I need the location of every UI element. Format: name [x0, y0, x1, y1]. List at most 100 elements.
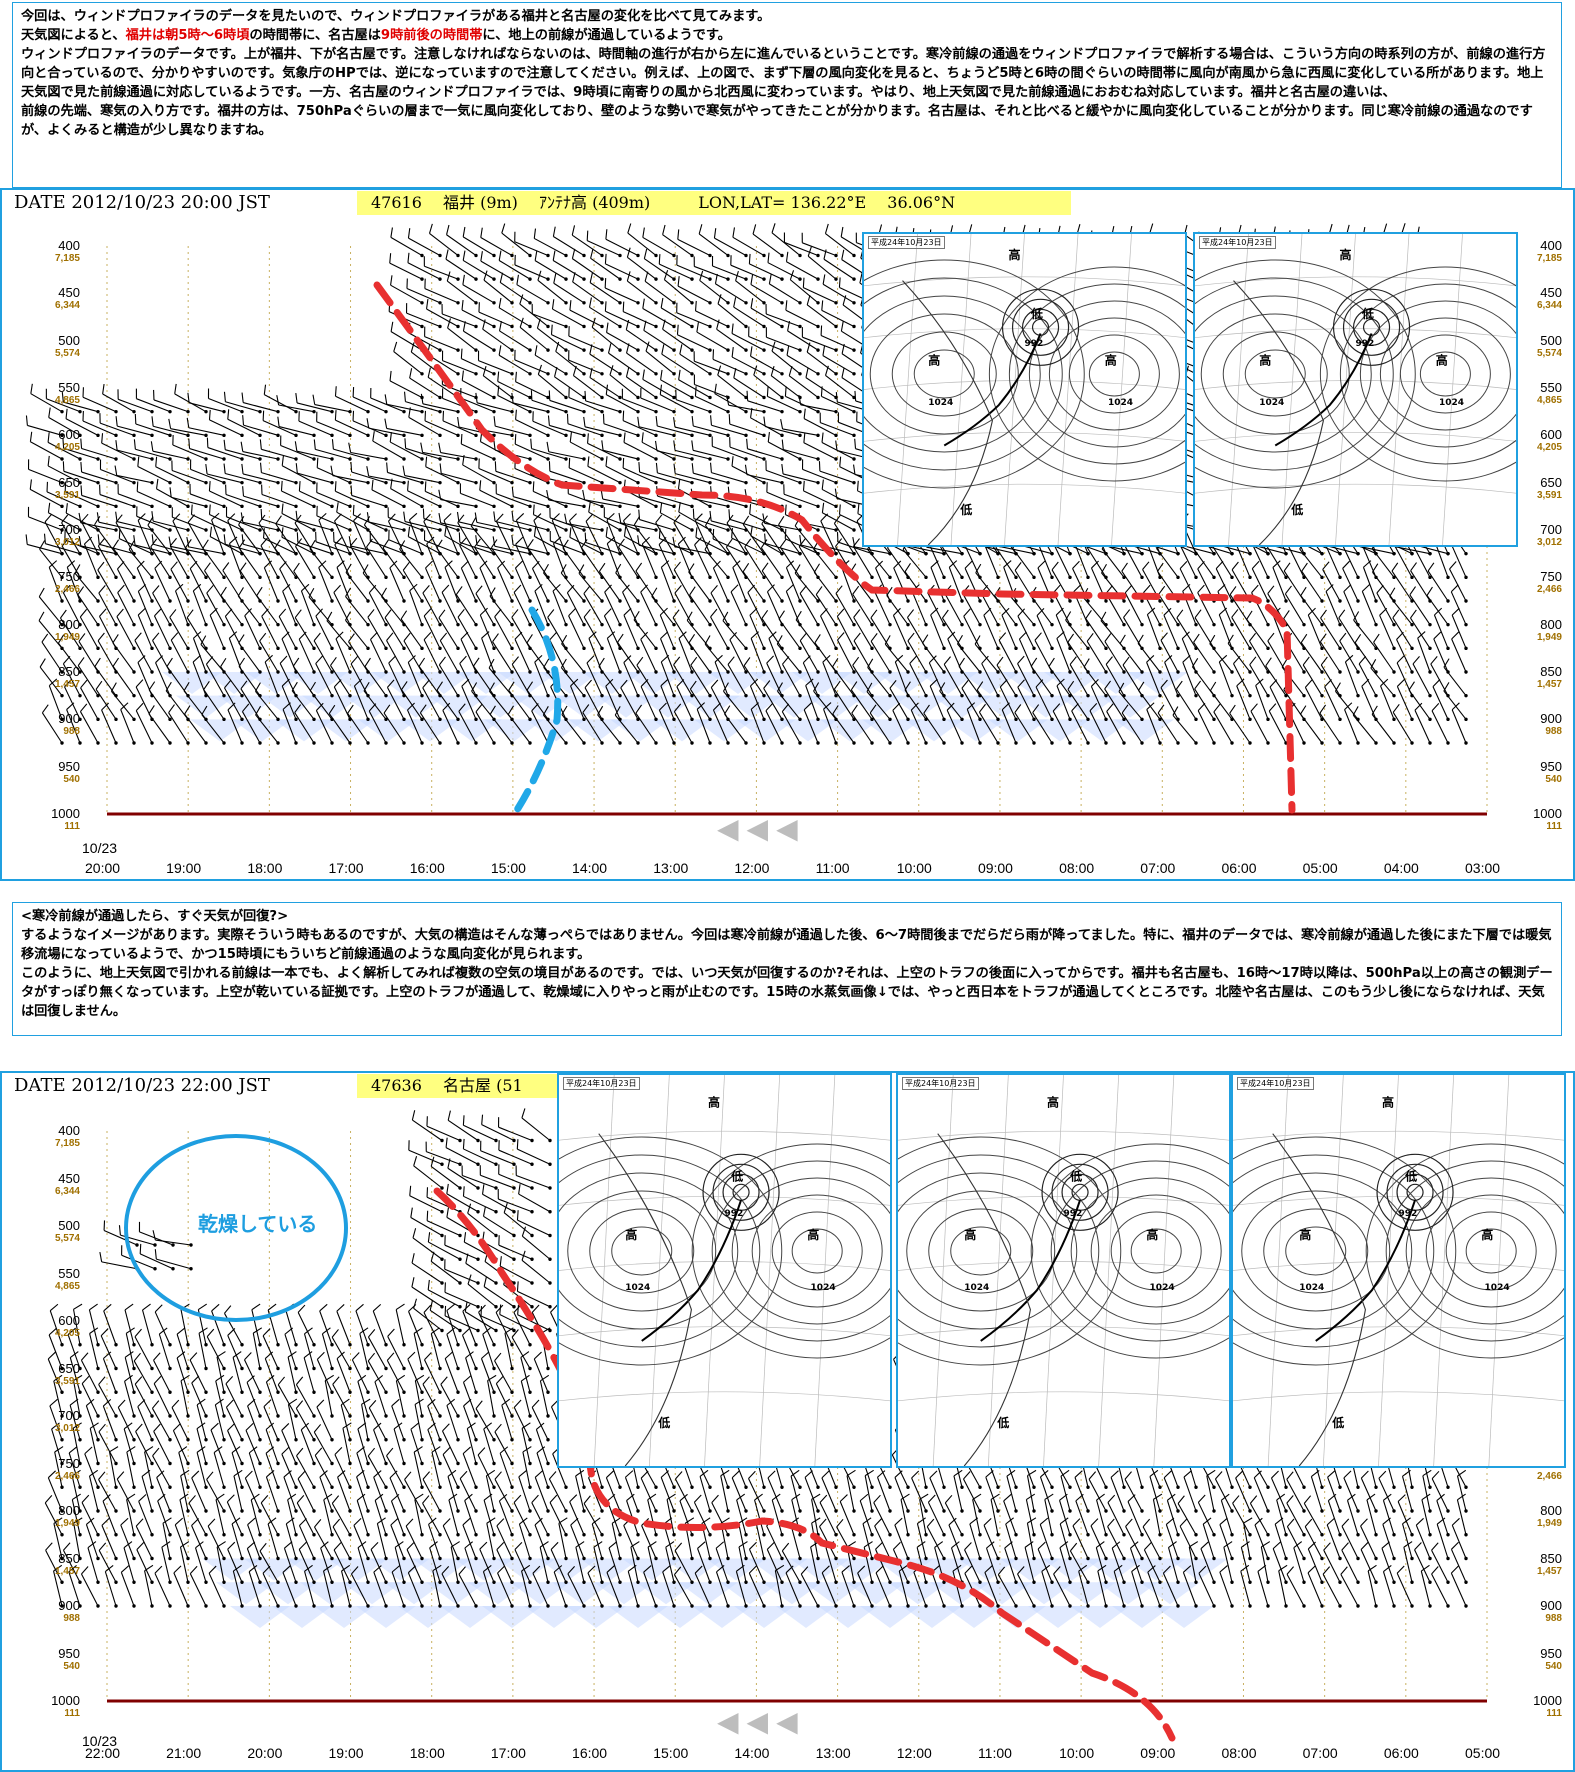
- wind-barb-feather: [852, 585, 860, 595]
- wind-barb-feather: [637, 535, 640, 546]
- wind-barb-dot: [312, 528, 316, 532]
- wind-barb: [429, 233, 459, 256]
- wind-barb-dot: [1410, 622, 1414, 627]
- wind-barb: [409, 590, 423, 625]
- wind-barb-feather: [187, 392, 190, 403]
- wind-barb-dot: [1356, 599, 1360, 603]
- wind-barb: [822, 355, 855, 375]
- wind-barb-dot: [1122, 670, 1126, 674]
- wind-barb-dot: [456, 693, 460, 698]
- wind-barb: [499, 282, 531, 304]
- wind-barb-feather: [802, 655, 811, 664]
- wind-barb: [243, 402, 279, 413]
- wind-barb-feather: [1426, 586, 1433, 596]
- wind-barb: [188, 546, 225, 555]
- wind-barb-dot: [1338, 717, 1342, 722]
- wind-barb-dot: [240, 480, 244, 485]
- wind-barb: [1101, 548, 1125, 578]
- wind-barb-feather: [678, 369, 681, 380]
- wind-barb-dot: [816, 348, 820, 352]
- data-quality-shade: [568, 719, 628, 742]
- wind-barb: [533, 514, 567, 531]
- wind-barb-dot: [1104, 599, 1108, 603]
- wind-barb-dot: [1122, 551, 1126, 556]
- wind-barb-feather: [761, 609, 769, 619]
- wind-barb-feather: [438, 513, 442, 524]
- wind-barb-dot: [420, 504, 424, 509]
- wind-barb: [372, 440, 405, 460]
- wind-barb: [622, 467, 657, 484]
- wind-barb-dot: [294, 717, 298, 722]
- wind-barb-dot: [384, 646, 388, 651]
- wind-barb-feather: [461, 299, 464, 311]
- wind-barb: [712, 265, 747, 280]
- wind-barb-dot: [186, 409, 190, 414]
- wind-barb-feather: [642, 227, 645, 238]
- wind-barb-feather: [276, 395, 280, 406]
- wind-barb-feather: [334, 513, 342, 522]
- wind-barb-feather: [409, 368, 413, 379]
- wind-barb-dot: [204, 433, 208, 438]
- wind-barb: [626, 352, 657, 375]
- wind-barb-dot: [1464, 599, 1468, 603]
- wind-barb-dot: [546, 372, 550, 376]
- wind-barb: [476, 521, 513, 531]
- wind-barb-dot: [1014, 646, 1018, 651]
- wind-barb-dot: [816, 324, 820, 329]
- wind-barb-feather: [526, 634, 533, 644]
- wind-barb-feather: [420, 442, 424, 453]
- wind-barb-dot: [564, 301, 568, 305]
- wind-barb-dot: [492, 324, 496, 329]
- wind-barb-dot: [186, 528, 190, 532]
- wind-barb-feather: [295, 463, 298, 474]
- wind-barb-feather: [279, 655, 288, 664]
- wind-barb: [408, 416, 441, 436]
- wind-barb-dot: [726, 504, 730, 509]
- wind-barb-dot: [762, 409, 766, 414]
- wind-barb: [513, 520, 549, 531]
- wind-barb-feather: [585, 513, 594, 522]
- wind-barb-feather: [975, 563, 982, 574]
- wind-barb-feather: [135, 702, 144, 711]
- wind-barb-dot: [366, 599, 370, 603]
- wind-barb: [767, 441, 801, 460]
- wind-barb-dot: [636, 670, 640, 674]
- wind-barb-feather: [1231, 609, 1239, 618]
- wind-barb: [728, 404, 765, 413]
- wind-barb-feather: [462, 250, 466, 261]
- wind-barb: [389, 441, 423, 460]
- wind-barb-feather: [714, 383, 717, 394]
- data-quality-shade: [750, 672, 810, 694]
- wind-barb-feather: [1451, 607, 1460, 616]
- wind-barb-feather: [1249, 632, 1257, 642]
- wind-barb: [767, 262, 801, 280]
- wind-barb: [1287, 544, 1305, 578]
- wind-barb-dot: [132, 717, 136, 722]
- wind-barb-feather: [475, 585, 483, 594]
- wind-barb-feather: [1069, 656, 1077, 665]
- wind-barb-feather: [551, 299, 555, 310]
- wind-barb-dot: [798, 480, 802, 485]
- wind-barb-feather: [1267, 632, 1275, 642]
- wind-barb-dot: [114, 528, 118, 532]
- wind-barb-feather: [1246, 610, 1253, 620]
- wind-barb-dot: [294, 504, 298, 509]
- wind-barb: [642, 308, 675, 327]
- wind-barb: [694, 265, 729, 280]
- wind-barb: [316, 515, 351, 531]
- wind-barb-dot: [654, 528, 658, 532]
- wind-barb-dot: [726, 301, 730, 305]
- wind-barb-dot: [690, 717, 694, 722]
- wind-barb-feather: [822, 654, 831, 663]
- wind-barb-dot: [708, 670, 712, 674]
- wind-barb-dot: [654, 277, 658, 281]
- wind-barb-dot: [438, 277, 442, 281]
- wind-barb-dot: [654, 670, 658, 674]
- wind-barb-feather: [1100, 611, 1107, 621]
- wind-barb-feather: [80, 485, 83, 496]
- wind-barb-dot: [726, 277, 730, 281]
- wind-barb-dot: [978, 551, 982, 556]
- wind-barb: [837, 541, 873, 555]
- wind-barb-dot: [834, 301, 838, 305]
- wind-barb: [696, 331, 729, 351]
